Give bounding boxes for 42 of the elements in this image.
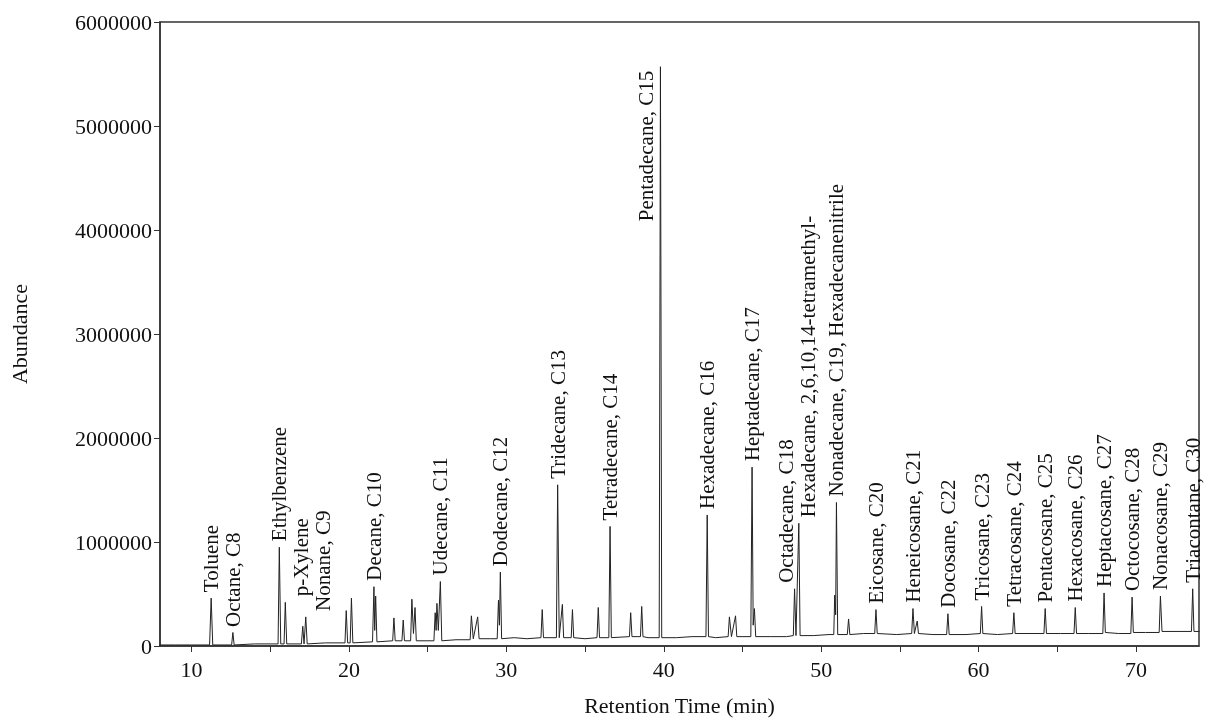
annotation: Tetradecane, C14 bbox=[598, 373, 623, 521]
x-tick-label: 50 bbox=[810, 656, 833, 682]
annotation: Heptadecane, C17 bbox=[740, 307, 765, 462]
annotation: Tricosane, C23 bbox=[969, 472, 994, 601]
annotation: Udecane, C11 bbox=[428, 457, 453, 576]
annotation: Docosane, C22 bbox=[935, 479, 960, 608]
annotation: Octadecane, C18 bbox=[773, 439, 798, 583]
annotation: Nonadecane, C19, Hexadecanenitrile bbox=[824, 183, 849, 497]
annotation: Tetracosane, C24 bbox=[1001, 460, 1026, 607]
annotation: Pentacosane, C25 bbox=[1033, 453, 1058, 603]
annotation: Dodecane, C12 bbox=[488, 436, 513, 567]
annotation: Octocosane, C28 bbox=[1120, 447, 1145, 592]
annotation: Triacontane, C30 bbox=[1180, 437, 1205, 583]
annotation: Hexadecane, 2,6,10,14-tetramethyl- bbox=[795, 215, 820, 518]
x-tick-label: 30 bbox=[495, 656, 518, 682]
y-tick-label: 5000000 bbox=[75, 113, 152, 139]
annotation: Decane, C10 bbox=[361, 472, 386, 581]
x-tick-label: 20 bbox=[337, 656, 360, 682]
x-tick-label: 60 bbox=[967, 656, 990, 682]
annotation: Heptacosane, C27 bbox=[1092, 434, 1117, 587]
annotation: Ethylbenzene bbox=[267, 426, 292, 542]
annotation: Octane, C8 bbox=[221, 532, 246, 627]
annotation: Eicosane, C20 bbox=[863, 482, 888, 604]
annotation: Heneicosane, C21 bbox=[900, 449, 925, 603]
annotation: Tridecane, C13 bbox=[545, 350, 570, 479]
x-tick-label: 70 bbox=[1125, 656, 1148, 682]
annotation: Pentadecane, C15 bbox=[634, 70, 659, 222]
y-tick-label: 0 bbox=[141, 633, 152, 659]
y-tick-label: 4000000 bbox=[75, 217, 152, 243]
annotation: p-Xylene bbox=[289, 518, 314, 597]
y-tick-label: 3000000 bbox=[75, 321, 152, 347]
annotation: Hexadecane, C16 bbox=[695, 360, 720, 509]
x-axis-title: Retention Time (min) bbox=[584, 692, 775, 718]
y-axis-title: Abundance bbox=[6, 283, 32, 385]
annotation: Nonacosane, C29 bbox=[1148, 441, 1173, 591]
x-tick-label: 10 bbox=[180, 656, 203, 682]
annotation: Hexacosane, C26 bbox=[1063, 454, 1088, 602]
y-tick-label: 1000000 bbox=[75, 529, 152, 555]
y-tick-label: 2000000 bbox=[75, 425, 152, 451]
y-tick-label: 6000000 bbox=[75, 9, 152, 35]
annotation: Toluene bbox=[199, 524, 224, 593]
x-tick-label: 40 bbox=[652, 656, 675, 682]
